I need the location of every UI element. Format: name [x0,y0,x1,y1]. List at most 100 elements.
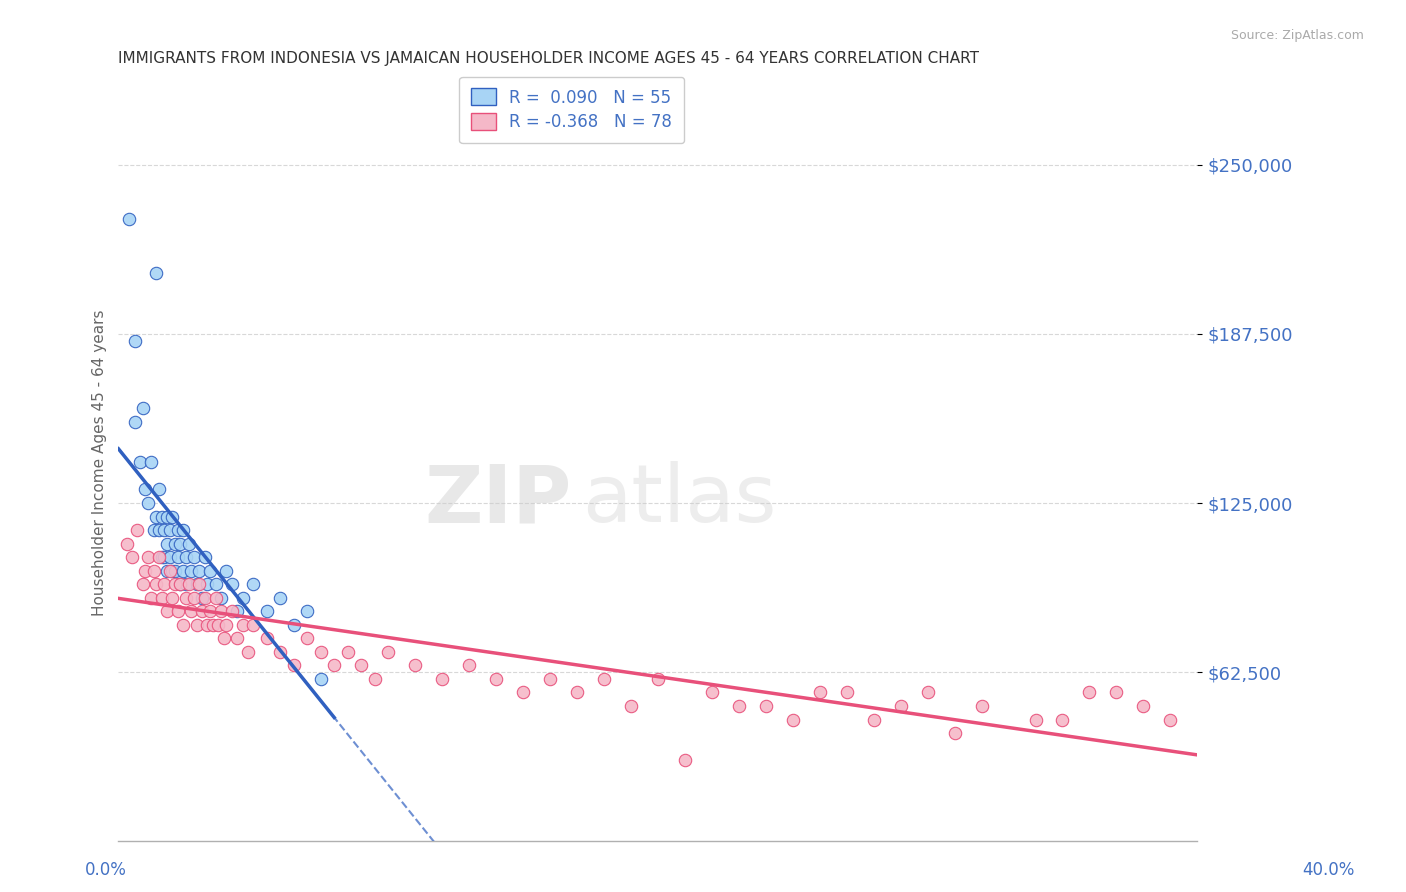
Point [231,591,253,605]
Point [377,645,399,659]
Point [283,658,305,673]
Text: Source: ZipAtlas.com: Source: ZipAtlas.com [1230,29,1364,43]
Point [169,577,191,591]
Point [512,685,534,699]
Point [174,577,197,591]
Point [201,617,224,632]
Point [198,564,221,578]
Text: 40.0%: 40.0% [1302,861,1355,879]
Point [309,672,332,686]
Point [1052,713,1074,727]
Point [142,523,165,537]
Point [808,685,831,699]
Point [132,577,155,591]
Point [156,564,179,578]
Point [242,577,264,591]
Text: atlas: atlas [582,461,776,540]
Point [162,564,184,578]
Point [153,550,176,565]
Point [207,617,229,632]
Point [165,536,187,550]
Point [136,496,159,510]
Point [835,685,858,699]
Point [174,550,197,565]
Point [297,604,319,618]
Point [150,591,173,605]
Point [145,509,167,524]
Point [165,577,187,591]
Point [153,523,176,537]
Point [191,591,214,605]
Point [124,334,146,348]
Point [204,591,226,605]
Point [593,672,616,686]
Point [755,698,778,713]
Point [350,658,373,673]
Point [197,577,219,591]
Point [191,604,214,618]
Point [194,591,217,605]
Point [363,672,385,686]
Point [156,509,179,524]
Point [209,591,232,605]
Point [150,509,173,524]
Point [215,617,238,632]
Point [204,577,226,591]
Point [127,523,149,537]
Point [124,415,146,429]
Point [139,591,162,605]
Point [269,591,291,605]
Point [917,685,939,699]
Point [177,536,200,550]
Point [700,685,723,699]
Point [970,698,993,713]
Point [172,564,194,578]
Point [162,591,184,605]
Point [180,564,202,578]
Point [166,523,188,537]
Point [148,483,170,497]
Point [226,632,249,646]
Point [174,591,197,605]
Y-axis label: Householder Income Ages 45 - 64 years: Householder Income Ages 45 - 64 years [93,310,107,615]
Point [256,604,278,618]
Point [134,564,156,578]
Point [115,536,138,550]
Point [458,658,481,673]
Point [485,672,508,686]
Point [256,632,278,646]
Point [183,550,205,565]
Point [1105,685,1128,699]
Point [269,645,291,659]
Text: ZIP: ZIP [425,461,572,540]
Point [186,617,208,632]
Point [142,564,165,578]
Point [323,658,346,673]
Point [215,564,238,578]
Point [134,483,156,497]
Point [538,672,561,686]
Text: IMMIGRANTS FROM INDONESIA VS JAMAICAN HOUSEHOLDER INCOME AGES 45 - 64 YEARS CORR: IMMIGRANTS FROM INDONESIA VS JAMAICAN HO… [118,51,980,66]
Point [166,550,188,565]
Point [172,523,194,537]
Point [156,604,179,618]
Point [150,550,173,565]
Point [309,645,332,659]
Point [156,536,179,550]
Point [673,753,696,767]
Point [782,713,804,727]
Point [727,698,749,713]
Point [212,632,235,646]
Point [1025,713,1047,727]
Point [226,604,249,618]
Point [121,550,143,565]
Point [145,266,167,280]
Point [194,550,217,565]
Point [221,577,243,591]
Point [165,564,187,578]
Text: 0.0%: 0.0% [84,861,127,879]
Point [236,645,259,659]
Point [565,685,588,699]
Point [890,698,912,713]
Point [1132,698,1154,713]
